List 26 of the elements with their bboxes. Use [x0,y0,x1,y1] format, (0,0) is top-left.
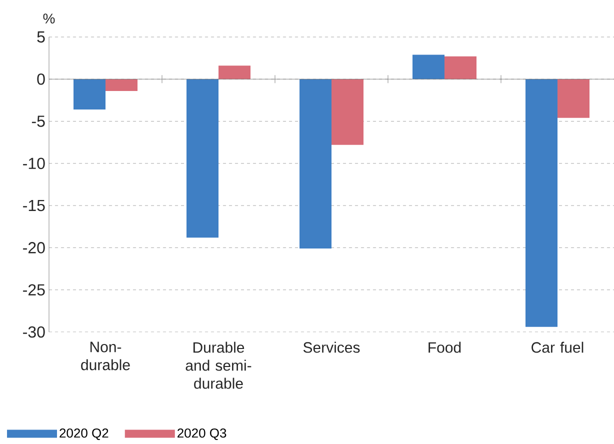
y-tick-label: -5 [32,116,45,127]
y-axis-title: % [43,14,55,24]
bar [186,79,218,238]
y-tick-label: -15 [23,200,45,212]
x-tick-label: Car fuel [532,342,584,353]
bar [300,79,332,249]
x-tick-label: Non-durable [81,342,130,370]
bar [525,79,558,327]
bar [412,54,444,80]
x-tick-label: Food [428,342,461,353]
y-tick-label: -10 [23,158,45,170]
bar [331,79,364,145]
bar [106,79,138,91]
bar [444,56,476,80]
x-tick-label: Services [303,342,360,353]
x-tick-label: Durable and semi-durable [186,342,252,389]
bar [218,66,250,80]
y-tick-label: -25 [23,284,45,296]
bar [557,79,590,118]
y-tick-label: 5 [37,31,45,43]
y-tick-label: -20 [23,242,45,254]
legend-label: 2020 Q2 [60,428,108,440]
legend-label: 2020 Q3 [178,428,226,440]
y-tick-label: 0 [37,73,45,85]
bar [74,79,106,110]
y-tick-label: -30 [23,326,45,338]
